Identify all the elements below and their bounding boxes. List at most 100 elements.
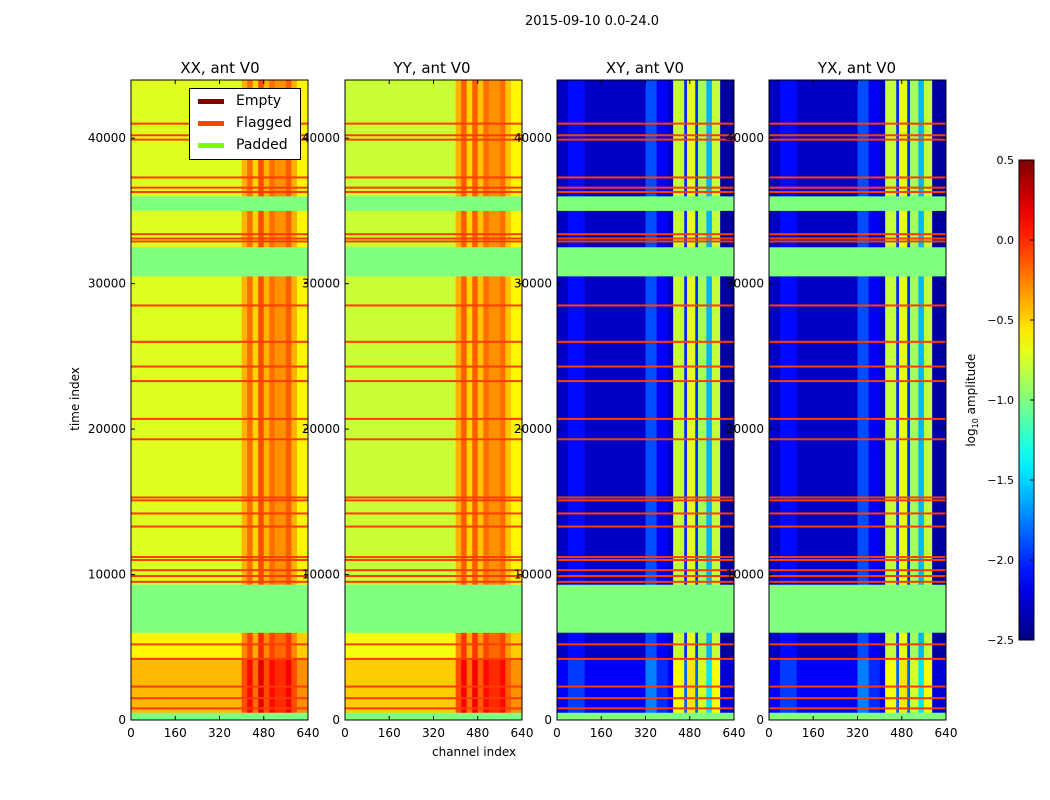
x-tick-label: 320	[208, 726, 231, 740]
flagged-line	[557, 186, 734, 189]
heatmap-cell	[455, 658, 462, 721]
flagged-line	[769, 134, 946, 137]
heatmap-cell	[483, 80, 490, 634]
heatmap-cell	[499, 658, 506, 721]
colorbar-tick-label: −2.0	[987, 554, 1014, 567]
heatmap-cell	[466, 80, 473, 634]
padded-band	[557, 584, 734, 633]
padded-band	[345, 247, 522, 277]
flagged-line	[131, 237, 308, 240]
heatmap-cell	[296, 658, 309, 721]
heatmap-cell	[706, 80, 713, 660]
flagged-line	[769, 643, 946, 646]
heatmap-cell	[296, 80, 309, 634]
flagged-line	[557, 365, 734, 368]
heatmap-cell	[477, 80, 484, 634]
y-tick-label: 30000	[88, 277, 126, 291]
heatmap-cell	[868, 80, 880, 660]
heatmap-cell	[885, 658, 897, 721]
heatmap-cell	[461, 632, 467, 660]
y-tick-label: 30000	[302, 277, 340, 291]
heatmap-cell	[667, 80, 674, 660]
heatmap-cell	[263, 658, 270, 721]
legend-label-padded: Padded	[236, 137, 288, 153]
padded-band	[769, 247, 946, 277]
heatmap-cell	[274, 80, 287, 634]
flagged-line	[557, 707, 734, 710]
flagged-line	[345, 134, 522, 137]
heatmap-cell	[499, 632, 506, 660]
flagged-line	[345, 580, 522, 583]
flagged-line	[131, 240, 308, 243]
heatmap-cell	[510, 632, 523, 660]
legend-item-flagged: Flagged	[198, 115, 292, 131]
flagged-line	[557, 499, 734, 502]
heatmap-cell	[711, 658, 721, 721]
heatmap-cell	[695, 80, 699, 660]
flagged-line	[131, 340, 308, 343]
flagged-line	[557, 575, 734, 577]
flagged-line	[345, 233, 522, 236]
legend: Empty Flagged Padded	[189, 88, 301, 160]
heatmap-cell	[918, 658, 925, 721]
y-tick-label: 40000	[514, 131, 552, 145]
x-tick-label: 640	[723, 726, 746, 740]
heatmap-cell	[910, 80, 919, 660]
flagged-line	[557, 233, 734, 236]
y-tick-label: 10000	[302, 568, 340, 582]
flagged-line	[345, 304, 522, 307]
flagged-line	[131, 304, 308, 307]
heatmap-cell	[557, 80, 569, 660]
heatmap-cell	[455, 632, 462, 660]
heatmap-cell	[698, 80, 707, 660]
x-tick-label: 160	[802, 726, 825, 740]
flagged-line	[769, 138, 946, 141]
colorbar-tick-label: 0.5	[997, 154, 1015, 167]
heatmap-cell	[285, 632, 292, 660]
y-tick-label: 30000	[514, 277, 552, 291]
heatmap-cell	[252, 80, 259, 634]
padded-band	[345, 584, 522, 633]
heatmap-cell	[466, 632, 473, 660]
heatmap-cell	[684, 658, 688, 721]
flagged-line	[769, 499, 946, 502]
figure-title: 2015-09-10 0.0-24.0	[525, 14, 659, 29]
heatmap-cell	[131, 80, 242, 634]
x-tick-label: 640	[297, 726, 320, 740]
y-tick-label: 10000	[88, 568, 126, 582]
flagged-line	[345, 138, 522, 141]
heatmap-cell	[932, 658, 947, 721]
flagged-line	[557, 134, 734, 137]
flagged-line	[345, 191, 522, 193]
heatmap-cell	[241, 80, 248, 634]
flagged-line	[769, 417, 946, 420]
flagged-line	[557, 340, 734, 343]
legend-label-flagged: Flagged	[236, 115, 292, 131]
heatmap-cell	[488, 632, 501, 660]
x-tick-label: 320	[422, 726, 445, 740]
legend-swatch-empty	[198, 98, 224, 104]
flagged-line	[769, 365, 946, 368]
flagged-line	[557, 525, 734, 528]
flagged-line	[345, 240, 522, 243]
flagged-line	[345, 697, 522, 700]
padded-band	[131, 247, 308, 277]
x-tick-label: 640	[935, 726, 958, 740]
y-tick-label: 30000	[726, 277, 764, 291]
flagged-line	[557, 580, 734, 583]
heatmap-cell	[557, 658, 569, 721]
heatmap-cell	[258, 658, 265, 721]
flagged-line	[557, 304, 734, 307]
flagged-line	[769, 556, 946, 559]
heatmap-cell	[673, 80, 685, 660]
y-tick-label: 20000	[302, 422, 340, 436]
heatmap-cell	[857, 80, 869, 660]
legend-label-empty: Empty	[236, 93, 282, 109]
flagged-line	[557, 417, 734, 420]
heatmap-cell	[898, 80, 908, 660]
heatmap-cell	[461, 80, 467, 634]
flagged-line	[345, 559, 522, 561]
flagged-line	[345, 556, 522, 559]
heatmap-cell	[483, 658, 490, 721]
